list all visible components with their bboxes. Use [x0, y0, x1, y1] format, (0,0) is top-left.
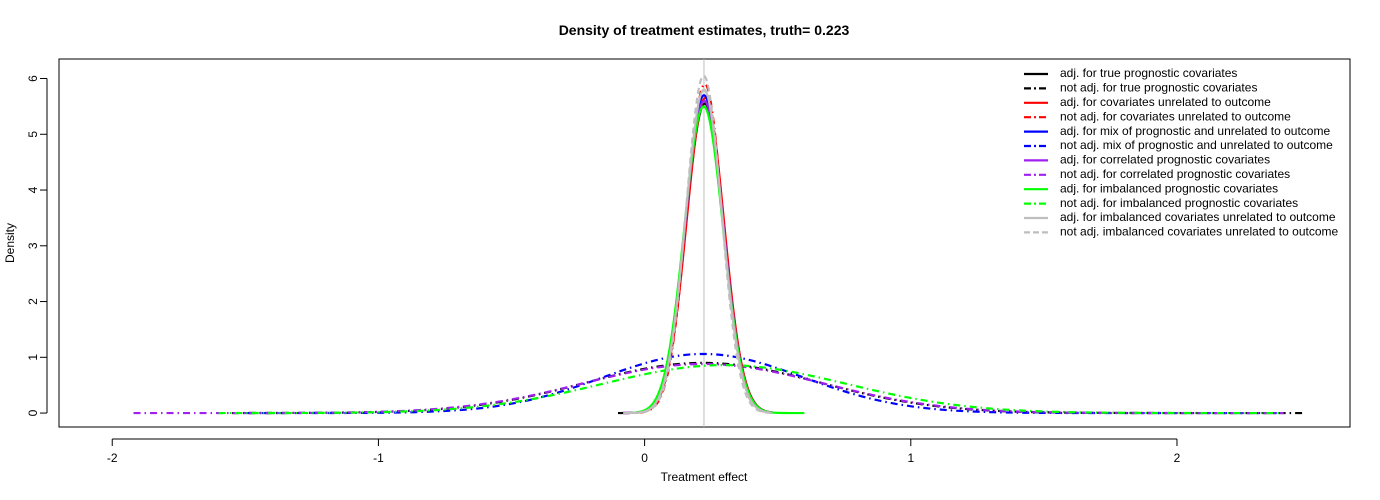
- plot-area: [58, 58, 1351, 428]
- legend-label-4: not adj. for covariates unrelated to out…: [1060, 109, 1291, 123]
- x-tick-label: 0: [641, 451, 648, 465]
- x-tick-label: -1: [373, 451, 384, 465]
- plot-border: [58, 58, 1351, 428]
- y-axis: 0 1 2 3 4 5 6: [26, 75, 48, 416]
- x-tick-label: -2: [107, 451, 118, 465]
- series-line-8: [133, 362, 1284, 415]
- y-tick-label: 1: [26, 354, 40, 361]
- y-tick-label: 2: [26, 298, 40, 305]
- y-axis-label: Density: [3, 223, 17, 263]
- legend-label-12: not adj. imbalanced covariates unrelated…: [1060, 225, 1338, 239]
- density-series: [133, 74, 1303, 415]
- series-line-12: [622, 74, 773, 415]
- legend-label-5: adj. for mix of prognostic and unrelated…: [1060, 124, 1330, 138]
- x-axis: -2 -1 0 1 2: [107, 438, 1181, 465]
- series-line-4: [622, 82, 773, 415]
- y-tick-label: 0: [26, 409, 40, 416]
- legend-label-7: adj. for correlated prognostic covariate…: [1060, 153, 1270, 167]
- x-tick-label: 2: [1174, 451, 1181, 465]
- y-tick-label: 4: [26, 186, 40, 193]
- chart-title: Density of treatment estimates, truth= 0…: [559, 22, 850, 38]
- legend-label-1: adj. for true prognostic covariates: [1060, 66, 1237, 80]
- legend-label-2: not adj. for true prognostic covariates: [1060, 81, 1257, 95]
- series-line-11: [622, 88, 773, 415]
- y-tick-label: 5: [26, 131, 40, 138]
- legend-label-3: adj. for covariates unrelated to outcome: [1060, 95, 1271, 109]
- y-tick-label: 6: [26, 75, 40, 82]
- legend-label-6: not adj. mix of prognostic and unrelated…: [1060, 138, 1333, 152]
- x-tick-label: 1: [907, 451, 914, 465]
- y-tick-label: 3: [26, 242, 40, 249]
- legend-label-8: not adj. for correlated prognostic covar…: [1060, 167, 1290, 181]
- series-line-10: [218, 364, 1284, 415]
- series-line-6: [245, 352, 1279, 415]
- legend-label-10: not adj. for imbalanced prognostic covar…: [1060, 196, 1298, 210]
- legend-label-11: adj. for imbalanced covariates unrelated…: [1060, 210, 1336, 224]
- legend-label-9: adj. for imbalanced prognostic covariate…: [1060, 181, 1278, 195]
- x-axis-label: Treatment effect: [661, 470, 748, 484]
